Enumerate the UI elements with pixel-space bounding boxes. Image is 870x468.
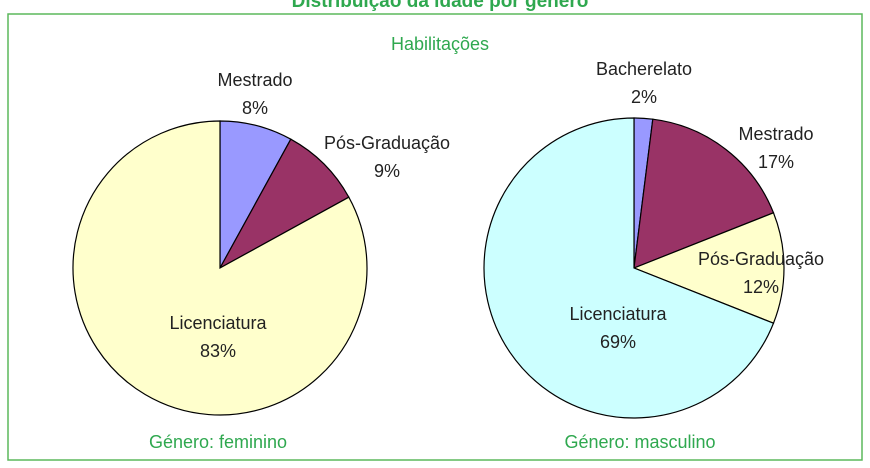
slice-value: 17%: [758, 152, 794, 172]
pie-slice: [72, 120, 368, 416]
slice-value: 9%: [374, 161, 400, 181]
pie-caption: Género: feminino: [149, 432, 287, 452]
slice-value: 2%: [631, 87, 657, 107]
pie-slice: [218, 138, 350, 270]
slice-name: Mestrado: [217, 70, 292, 90]
pie-slice: [632, 212, 785, 324]
chart-title: Distribuição da idade por género: [292, 0, 589, 12]
slice-value: 8%: [242, 98, 268, 118]
slice-value: 12%: [743, 277, 779, 297]
chart-subtitle: Habilitações: [391, 34, 489, 54]
slice-name: Pós-Graduação: [324, 133, 450, 153]
slice-name: Mestrado: [738, 124, 813, 144]
slice-name: Licenciatura: [169, 313, 267, 333]
slice-name: Pós-Graduação: [698, 249, 824, 269]
pie-slice: [483, 117, 775, 419]
slice-value: 83%: [200, 341, 236, 361]
slice-name: Bacherelato: [596, 59, 692, 79]
pie-slice: [633, 118, 775, 269]
slice-name: Licenciatura: [569, 304, 667, 324]
pie-caption: Género: masculino: [564, 432, 715, 452]
slice-value: 69%: [600, 332, 636, 352]
